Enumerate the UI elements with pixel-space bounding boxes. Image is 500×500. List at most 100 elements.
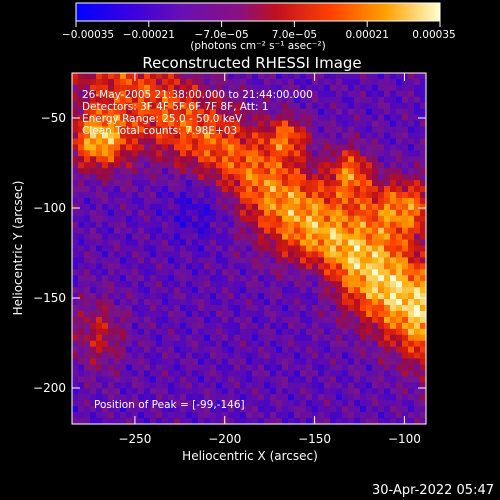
heatmap-cell — [396, 84, 403, 92]
heatmap-cell — [210, 233, 217, 241]
heatmap-cell — [300, 257, 307, 264]
heatmap-cell — [342, 418, 349, 425]
heatmap-cell — [270, 364, 277, 372]
heatmap-cell — [282, 168, 289, 175]
heatmap-cell — [222, 364, 229, 372]
heatmap-cell — [78, 120, 85, 128]
heatmap-cell — [240, 73, 247, 80]
heatmap-cell — [186, 310, 193, 318]
heatmap-cell — [72, 305, 79, 312]
heatmap-cell — [78, 287, 85, 294]
heatmap-cell — [102, 126, 109, 134]
heatmap-cell — [228, 406, 235, 413]
heatmap-cell — [204, 73, 211, 80]
heatmap-cell — [396, 269, 403, 276]
heatmap-cell — [384, 328, 391, 336]
heatmap-cell — [228, 388, 235, 395]
heatmap-cell — [300, 358, 307, 366]
heatmap-cell — [240, 114, 247, 122]
heatmap-cell — [378, 293, 385, 300]
heatmap-cell — [114, 287, 121, 294]
heatmap-cell — [240, 96, 247, 104]
heatmap-cell — [90, 394, 97, 401]
heatmap-cell — [138, 197, 145, 205]
heatmap-cell — [210, 114, 217, 122]
heatmap-cell — [222, 251, 229, 259]
heatmap-cell — [210, 287, 217, 294]
heatmap-cell — [102, 73, 109, 80]
heatmap-cell — [396, 73, 403, 80]
heatmap-cell — [276, 352, 283, 360]
heatmap-cell — [120, 209, 127, 217]
heatmap-cell — [390, 251, 397, 259]
heatmap-cell — [204, 364, 211, 372]
heatmap-cell — [354, 132, 361, 140]
heatmap-cell — [222, 418, 229, 425]
heatmap-cell — [252, 322, 259, 330]
heatmap-cell — [114, 382, 121, 389]
heatmap-cell — [300, 406, 307, 413]
heatmap-cell — [408, 376, 415, 383]
heatmap-cell — [408, 180, 415, 187]
heatmap-cell — [282, 394, 289, 401]
heatmap-cell — [96, 376, 103, 383]
heatmap-cell — [414, 126, 421, 134]
heatmap-cell — [336, 227, 343, 235]
heatmap-cell — [282, 186, 289, 193]
heatmap-cell — [198, 281, 205, 288]
heatmap-cell — [138, 287, 145, 294]
heatmap-cell — [342, 400, 349, 407]
heatmap-cell — [300, 293, 307, 300]
heatmap-cell — [258, 275, 265, 282]
heatmap-cell — [366, 364, 373, 372]
heatmap-cell — [210, 412, 217, 419]
heatmap-cell — [294, 150, 301, 157]
heatmap-cell — [282, 400, 289, 407]
heatmap-cell — [414, 186, 421, 193]
heatmap-cell — [96, 394, 103, 401]
heatmap-cell — [162, 412, 169, 419]
heatmap-cell — [198, 144, 205, 151]
heatmap-cell — [318, 322, 325, 330]
heatmap-cell — [414, 346, 421, 354]
heatmap-cell — [120, 227, 127, 235]
heatmap-cell — [180, 352, 187, 360]
heatmap-cell — [174, 191, 181, 199]
heatmap-cell — [90, 114, 97, 122]
heatmap-cell — [288, 293, 295, 300]
heatmap-cell — [162, 239, 169, 247]
heatmap-cell — [228, 400, 235, 407]
heatmap-cell — [198, 221, 205, 229]
heatmap-cell — [390, 263, 397, 270]
heatmap-cell — [78, 251, 85, 259]
heatmap-cell — [108, 162, 115, 169]
heatmap-cell — [78, 209, 85, 217]
heatmap-cell — [90, 406, 97, 413]
heatmap-cell — [228, 340, 235, 348]
heatmap-cell — [270, 180, 277, 187]
heatmap-cell — [342, 245, 349, 253]
heatmap-cell — [162, 293, 169, 300]
heatmap-cell — [372, 352, 379, 360]
heatmap-cell — [132, 382, 139, 389]
heatmap-cell — [366, 197, 373, 205]
heatmap-cell — [168, 73, 175, 80]
heatmap-cell — [276, 156, 283, 163]
heatmap-cell — [384, 358, 391, 366]
heatmap-cell — [252, 162, 259, 169]
heatmap-cell — [330, 418, 337, 425]
heatmap-cell — [246, 287, 253, 294]
heatmap-cell — [342, 293, 349, 300]
heatmap-cell — [384, 322, 391, 330]
heatmap-cell — [246, 257, 253, 264]
heatmap-cell — [354, 287, 361, 294]
heatmap-cell — [90, 370, 97, 378]
heatmap-cell — [102, 257, 109, 264]
heatmap-cell — [294, 120, 301, 128]
heatmap-cell — [174, 78, 181, 86]
heatmap-cell — [216, 209, 223, 217]
heatmap-cell — [162, 358, 169, 366]
heatmap-cell — [114, 328, 121, 336]
heatmap-cell — [318, 376, 325, 383]
heatmap-cell — [390, 334, 397, 342]
